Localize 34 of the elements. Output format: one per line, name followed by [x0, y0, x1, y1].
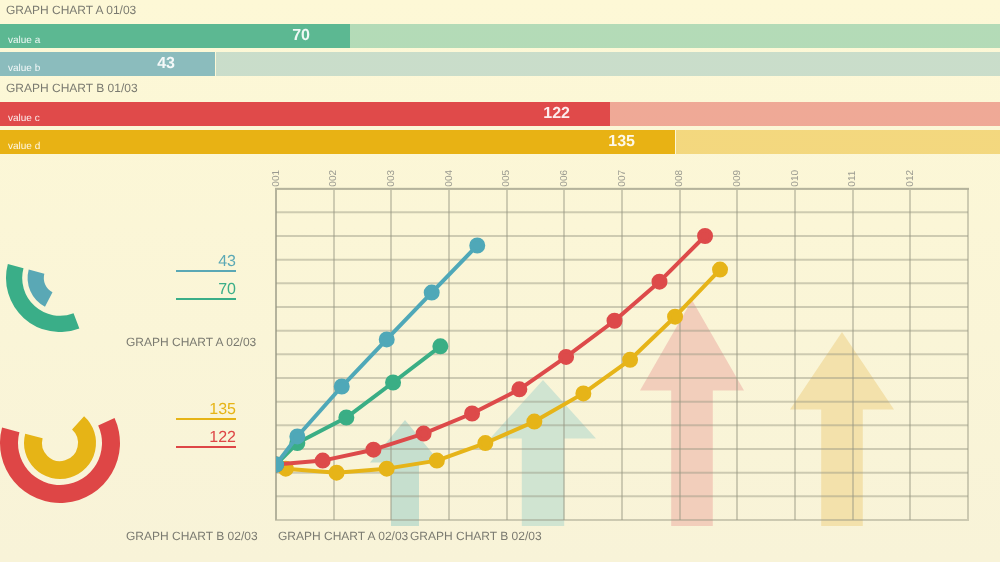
point: [289, 428, 306, 445]
data-label: 122: [176, 427, 236, 448]
point: [328, 464, 345, 481]
point: [338, 409, 355, 426]
data-label: 70: [292, 26, 312, 45]
data-label: 70: [176, 279, 236, 300]
point: [469, 237, 486, 254]
data-label: 43: [176, 251, 236, 272]
point: [712, 261, 729, 278]
point: [526, 413, 543, 430]
point: [378, 331, 395, 348]
point: [423, 284, 440, 301]
point: [428, 452, 445, 469]
data-label: 122: [543, 104, 572, 123]
point: [575, 385, 592, 402]
data-label: 135: [176, 399, 236, 420]
point: [477, 435, 494, 452]
point: [333, 378, 350, 395]
point: [432, 338, 449, 355]
point: [606, 312, 623, 329]
point: [622, 351, 639, 368]
point: [385, 374, 402, 391]
point: [314, 452, 331, 469]
point: [365, 441, 382, 458]
point: [651, 273, 668, 290]
point: [697, 228, 714, 245]
point: [511, 381, 528, 398]
point: [464, 405, 481, 422]
data-label: 43: [157, 54, 177, 73]
point: [378, 460, 395, 477]
data-label: 135: [608, 132, 637, 151]
point: [667, 308, 684, 325]
point: [558, 348, 575, 365]
point: [415, 425, 432, 442]
